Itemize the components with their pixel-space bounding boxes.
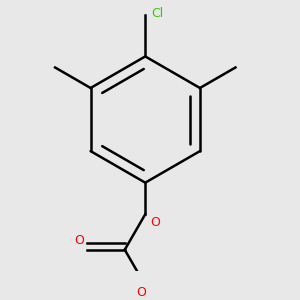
Text: Cl: Cl: [151, 7, 163, 20]
Text: O: O: [136, 286, 146, 299]
Text: O: O: [150, 216, 160, 229]
Text: O: O: [74, 234, 84, 247]
